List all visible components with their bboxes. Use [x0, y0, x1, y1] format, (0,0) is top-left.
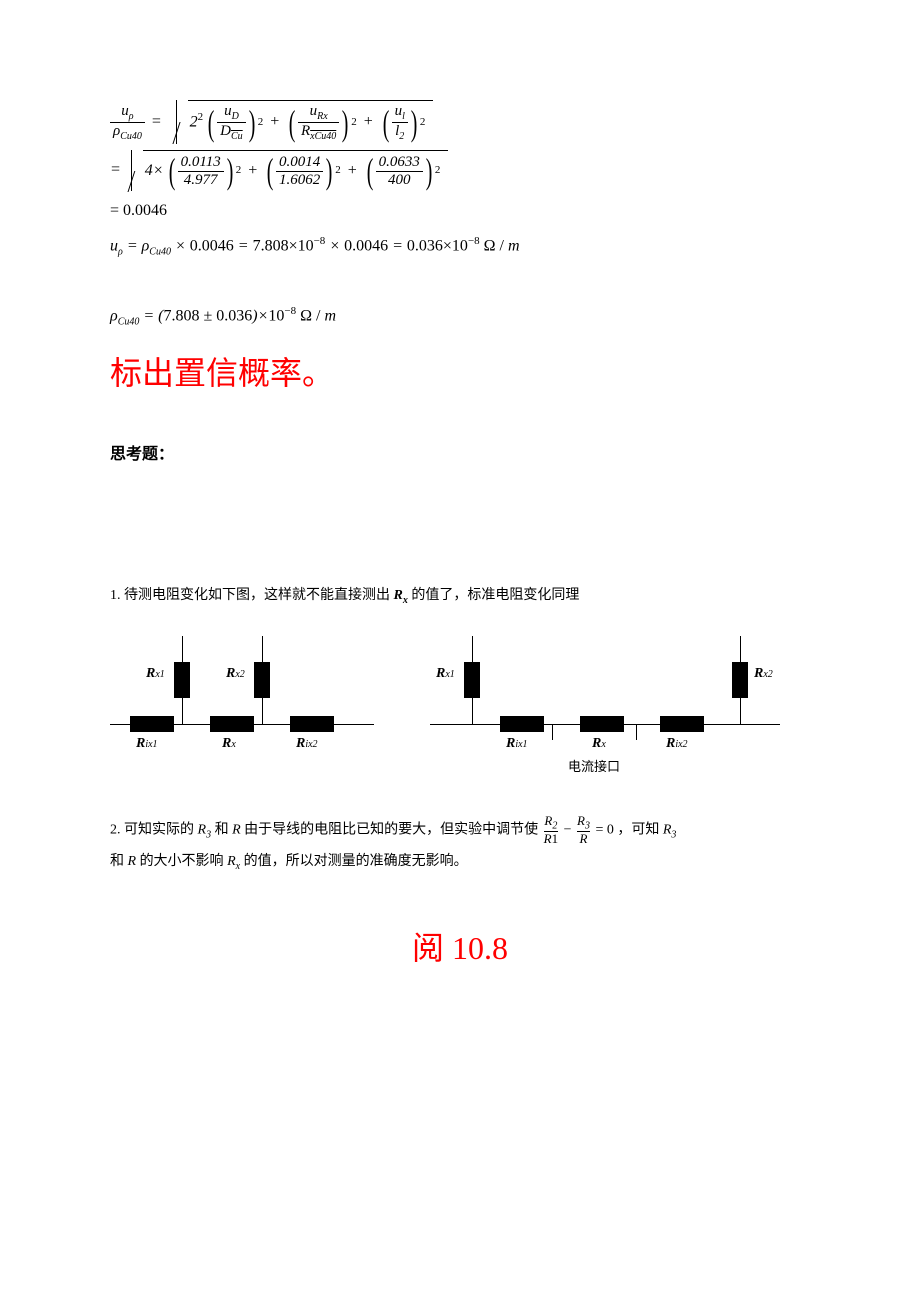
- num-term-2: ( 0.0014 1.6062 )2: [264, 153, 341, 189]
- resistor-rix2: [290, 716, 334, 732]
- term-1: ( uD DCu )2: [205, 103, 263, 142]
- plus: +: [269, 108, 280, 137]
- resistor-rx1: [174, 662, 190, 698]
- lhs-fraction: uρ ρCu40: [110, 103, 145, 142]
- sqrt-2: 4× ( 0.0113 4.977 )2 + (: [123, 150, 449, 191]
- circuit-b-caption: 电流接口: [568, 756, 620, 775]
- result-rho: ρCu40 = (7.808 ± 0.036)×10−8 Ω / m: [110, 305, 810, 328]
- red-confidence-note: 标出置信概率。: [110, 348, 810, 394]
- uncertainty-formula-block: uρ ρCu40 = 22 ( uD DCu )2: [110, 100, 810, 261]
- term-2: ( uRx RxCu40 )2: [286, 103, 357, 142]
- sqrt-1: 22 ( uD DCu )2 + ( uRx: [168, 100, 434, 144]
- term-3: ( ul l2 )2: [380, 103, 426, 142]
- num-term-1: ( 0.0113 4.977 )2: [166, 153, 242, 189]
- question-1: 1. 待测电阻变化如下图，这样就不能直接测出 Rx 的值了，标准电阻变化同理: [110, 584, 810, 606]
- formula-line-2: = 4× ( 0.0113 4.977 )2 +: [110, 150, 810, 191]
- formula-line-3: = 0.0046: [110, 197, 810, 226]
- circuit-a: Rx1 Rx2 Rix1 Rx Rix2: [110, 636, 410, 776]
- resistor-rx2-b: [732, 662, 748, 698]
- circuit-diagrams: Rx1 Rx2 Rix1 Rx Rix2 Rx1: [110, 636, 810, 796]
- resistor-rix1: [130, 716, 174, 732]
- questions-heading: 思考题：: [110, 440, 810, 464]
- equals: =: [151, 108, 162, 137]
- circuit-b: Rx1 Rx2 Rix1 Rx Rix2 电流接口: [420, 636, 800, 796]
- formula-line-1: uρ ρCu40 = 22 ( uD DCu )2: [110, 100, 810, 144]
- grade-score: 阅 10.8: [110, 923, 810, 969]
- page: uρ ρCu40 = 22 ( uD DCu )2: [0, 0, 920, 1302]
- frac-r3-r: R3R: [577, 814, 590, 847]
- resistor-rx1-b: [464, 662, 480, 698]
- coef-4x: 4×: [145, 157, 164, 186]
- formula-line-4: uρ = ρCu40 × 0.0046 = 7.808×10−8 × 0.004…: [110, 232, 810, 262]
- resistor-rx-b: [580, 716, 624, 732]
- frac-r2-r1: R2R1: [544, 814, 558, 847]
- resistor-rx-bottom: [210, 716, 254, 732]
- coef-2sq: 22: [190, 108, 204, 137]
- resistor-rx2: [254, 662, 270, 698]
- resistor-rix1-b: [500, 716, 544, 732]
- question-2: 2. 可知实际的 R3 和 R 由于导线的电阻比已知的要大，但实验中调节使 R2…: [110, 814, 810, 878]
- plus: +: [363, 108, 374, 137]
- resistor-rix2-b: [660, 716, 704, 732]
- num-term-3: ( 0.0633 400 )2: [364, 153, 441, 189]
- prefix-eq: =: [110, 156, 121, 185]
